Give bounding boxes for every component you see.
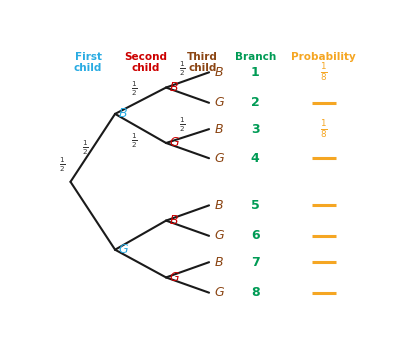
Text: First
child: First child [74,51,102,73]
Text: $\frac{1}{2}$: $\frac{1}{2}$ [81,139,88,157]
Text: $\frac{1}{8}$: $\frac{1}{8}$ [320,61,328,83]
Text: 4: 4 [251,152,260,165]
Text: Branch: Branch [235,51,276,62]
Text: $\frac{1}{2}$: $\frac{1}{2}$ [131,131,138,150]
Text: $G$: $G$ [169,136,180,149]
Text: $\frac{1}{2}$: $\frac{1}{2}$ [180,116,186,134]
Text: 3: 3 [251,123,259,136]
Text: $\frac{1}{2}$: $\frac{1}{2}$ [59,156,66,174]
Text: $B$: $B$ [214,66,224,79]
Text: $\frac{1}{2}$: $\frac{1}{2}$ [131,80,138,98]
Text: $G$: $G$ [214,96,225,109]
Text: $B$: $B$ [214,256,224,269]
Text: 8: 8 [251,286,259,299]
Text: 2: 2 [251,96,260,109]
Text: 7: 7 [251,256,260,269]
Text: $G$: $G$ [214,286,225,299]
Text: $G$: $G$ [169,271,180,284]
Text: $G$: $G$ [214,152,225,165]
Text: Second
child: Second child [124,51,167,73]
Text: $B$: $B$ [214,199,224,212]
Text: $\frac{1}{2}$: $\frac{1}{2}$ [180,59,186,78]
Text: $\frac{1}{8}$: $\frac{1}{8}$ [320,118,328,140]
Text: $B$: $B$ [118,107,127,120]
Text: $B$: $B$ [214,123,224,136]
Text: 6: 6 [251,229,259,242]
Text: $B$: $B$ [169,214,178,227]
Text: $G$: $G$ [214,229,225,242]
Text: $B$: $B$ [169,81,178,94]
Text: Probability: Probability [291,51,356,62]
Text: $G$: $G$ [118,243,129,256]
Text: 1: 1 [251,66,260,79]
Text: Third
child: Third child [187,51,218,73]
Text: 5: 5 [251,199,260,212]
